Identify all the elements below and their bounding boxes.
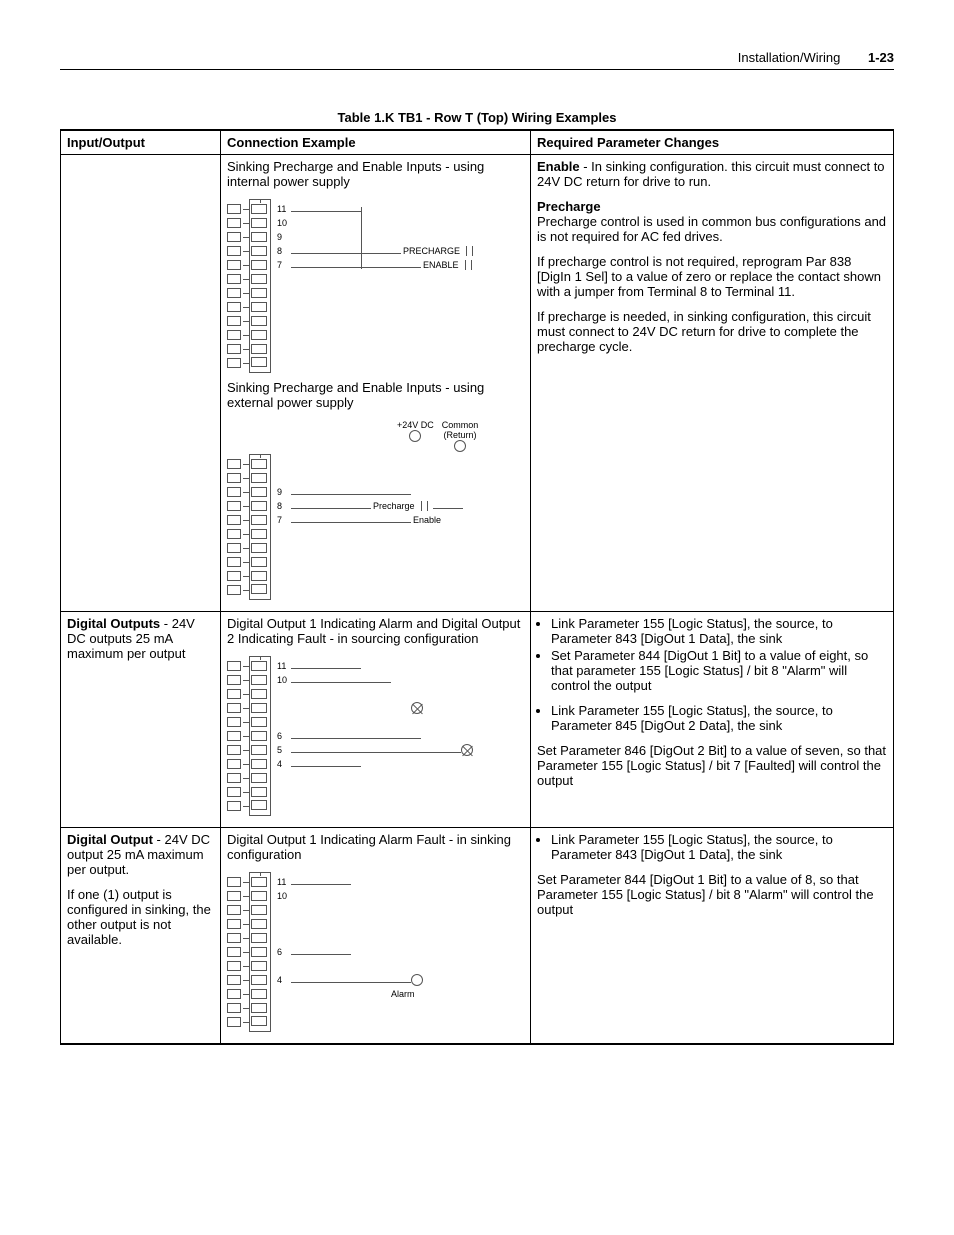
req-bullet: Link Parameter 155 [Logic Status], the s… xyxy=(551,703,887,733)
cell-io: Digital Output - 24V DC output 25 mA max… xyxy=(61,828,221,1045)
req-text: Precharge control is used in common bus … xyxy=(537,214,887,244)
conn-text: Sinking Precharge and Enable Inputs - us… xyxy=(227,380,524,410)
lamp-icon xyxy=(411,702,423,714)
table-row: Sinking Precharge and Enable Inputs - us… xyxy=(61,155,894,612)
cell-conn: Digital Output 1 Indicating Alarm Fault … xyxy=(221,828,531,1045)
req-bullets: Link Parameter 155 [Logic Status], the s… xyxy=(551,616,887,693)
wiring-diagram: +24V DC Common (Return) xyxy=(227,420,524,597)
power-supply-icon xyxy=(454,440,466,452)
cell-req: Link Parameter 155 [Logic Status], the s… xyxy=(531,828,894,1045)
conn-text: Sinking Precharge and Enable Inputs - us… xyxy=(227,159,524,189)
req-text: If precharge is needed, in sinking confi… xyxy=(537,309,887,354)
wiring-diagram: 11 10 6 xyxy=(227,872,524,1029)
req-text: Precharge xyxy=(537,199,887,214)
wiring-diagram: 11 10 9 xyxy=(227,199,524,370)
header-section: Installation/Wiring xyxy=(738,50,841,65)
req-bullets: Link Parameter 155 [Logic Status], the s… xyxy=(551,832,887,862)
req-bullets: Link Parameter 155 [Logic Status], the s… xyxy=(551,703,887,733)
req-bullet: Set Parameter 844 [DigOut 1 Bit] to a va… xyxy=(551,648,887,693)
lamp-icon xyxy=(411,974,423,986)
table-row: Digital Output - 24V DC output 25 mA max… xyxy=(61,828,894,1045)
conn-text: Digital Output 1 Indicating Alarm and Di… xyxy=(227,616,524,646)
req-text: Set Parameter 844 [DigOut 1 Bit] to a va… xyxy=(537,872,887,917)
req-text: If precharge control is not required, re… xyxy=(537,254,887,299)
cell-conn: Digital Output 1 Indicating Alarm and Di… xyxy=(221,612,531,828)
table-title: Table 1.K TB1 - Row T (Top) Wiring Examp… xyxy=(60,110,894,125)
cell-req: Link Parameter 155 [Logic Status], the s… xyxy=(531,612,894,828)
req-text: Enable - In sinking configuration. this … xyxy=(537,159,887,189)
cell-io: Digital Outputs - 24V DC outputs 25 mA m… xyxy=(61,612,221,828)
cell-io xyxy=(61,155,221,612)
col-header-req: Required Parameter Changes xyxy=(531,130,894,155)
cell-req: Enable - In sinking configuration. this … xyxy=(531,155,894,612)
page-header: Installation/Wiring 1-23 xyxy=(60,50,894,70)
lamp-icon xyxy=(461,744,473,756)
col-header-io: Input/Output xyxy=(61,130,221,155)
table-row: Digital Outputs - 24V DC outputs 25 mA m… xyxy=(61,612,894,828)
req-text: Set Parameter 846 [DigOut 2 Bit] to a va… xyxy=(537,743,887,788)
wiring-diagram: 11 10 xyxy=(227,656,524,813)
power-supply-icon xyxy=(409,430,421,442)
conn-text: Digital Output 1 Indicating Alarm Fault … xyxy=(227,832,524,862)
cell-conn: Sinking Precharge and Enable Inputs - us… xyxy=(221,155,531,612)
header-page: 1-23 xyxy=(868,50,894,65)
col-header-conn: Connection Example xyxy=(221,130,531,155)
req-bullet: Link Parameter 155 [Logic Status], the s… xyxy=(551,616,887,646)
wiring-table: Input/Output Connection Example Required… xyxy=(60,129,894,1045)
req-bullet: Link Parameter 155 [Logic Status], the s… xyxy=(551,832,887,862)
